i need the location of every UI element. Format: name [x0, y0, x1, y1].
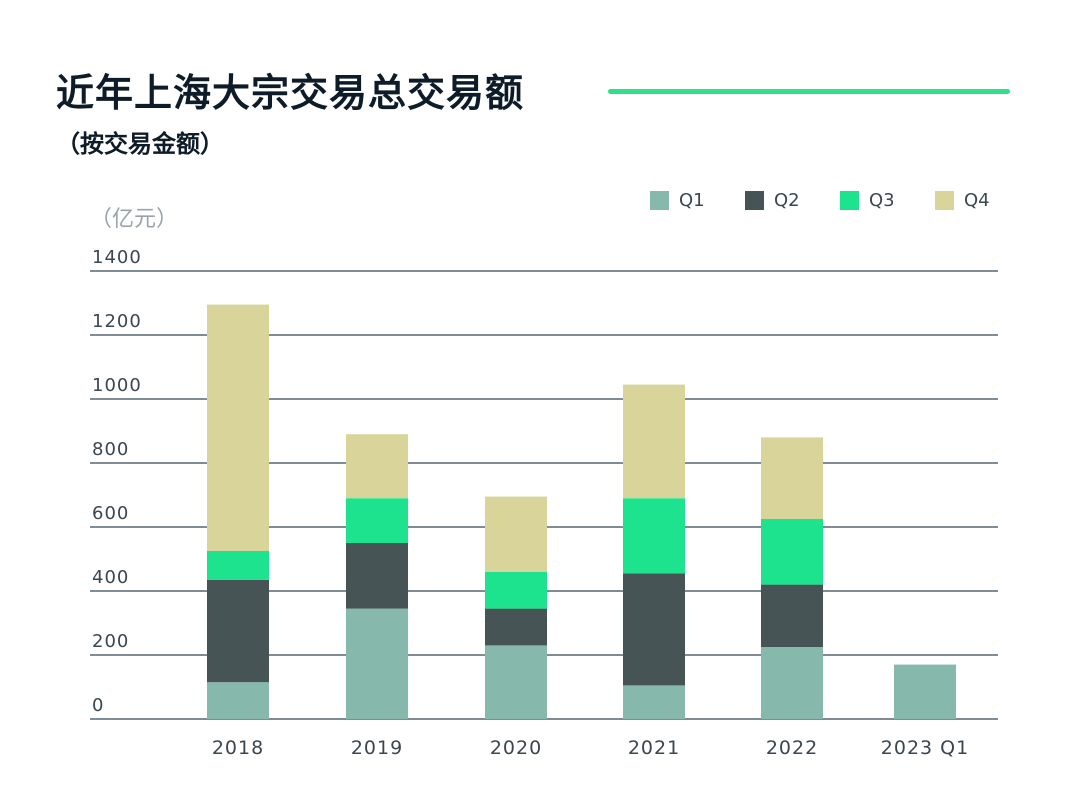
bar-2022-q3: [761, 519, 823, 585]
bar-2020-q2: [485, 608, 547, 646]
y-tick-label-0: 0: [92, 695, 104, 716]
bar-2022-q2: [761, 584, 823, 647]
chart-title: 近年上海大宗交易总交易额: [56, 71, 525, 115]
legend-item-q1: Q1: [650, 190, 745, 211]
bar-2019-q1: [346, 608, 408, 719]
bar-2018-q4: [207, 304, 269, 551]
bar-2023-q1-q1: [894, 664, 956, 719]
y-tick-label-800: 800: [92, 439, 129, 460]
bar-2021-q2: [623, 573, 685, 686]
bar-2018-q2: [207, 579, 269, 683]
y-tick-label-200: 200: [92, 631, 129, 652]
bar-2022-q4: [761, 437, 823, 519]
bar-2021-q1: [623, 685, 685, 719]
legend-item-q2: Q2: [745, 190, 840, 211]
legend-item-q4: Q4: [935, 190, 1030, 211]
x-tick-label-2020: 2020: [490, 737, 542, 759]
title-accent-line: [608, 89, 1010, 94]
x-tick-label-2023-q1: 2023 Q1: [881, 737, 969, 759]
bar-2018-q3: [207, 551, 269, 580]
x-tick-label-2019: 2019: [351, 737, 403, 759]
x-tick-label-2018: 2018: [212, 737, 264, 759]
y-tick-label-1200: 1200: [92, 311, 142, 332]
legend-swatch-q3: [840, 191, 859, 210]
legend-item-q3: Q3: [840, 190, 935, 211]
bar-2019-q3: [346, 498, 408, 543]
legend-label-q3: Q3: [869, 190, 895, 211]
bar-2020-q1: [485, 645, 547, 719]
bar-2019-q2: [346, 543, 408, 609]
chart-subtitle: （按交易金额）: [56, 130, 224, 158]
legend-swatch-q1: [650, 191, 669, 210]
bar-2018-q1: [207, 682, 269, 719]
bar-2021-q3: [623, 498, 685, 574]
x-tick-label-2022: 2022: [766, 737, 818, 759]
bar-2020-q3: [485, 571, 547, 609]
bar-2020-q4: [485, 496, 547, 572]
bar-2022-q1: [761, 647, 823, 719]
legend-label-q2: Q2: [774, 190, 800, 211]
y-tick-label-1400: 1400: [92, 247, 142, 268]
chart-legend: Q1 Q2 Q3 Q4: [650, 190, 1030, 211]
legend-label-q4: Q4: [964, 190, 990, 211]
bar-2019-q4: [346, 434, 408, 499]
y-tick-label-1000: 1000: [92, 375, 142, 396]
y-tick-label-600: 600: [92, 503, 129, 524]
bar-2021-q4: [623, 384, 685, 499]
y-unit-label: （亿元）: [90, 207, 178, 232]
legend-swatch-q4: [935, 191, 954, 210]
legend-label-q1: Q1: [679, 190, 705, 211]
x-tick-label-2021: 2021: [628, 737, 680, 759]
y-tick-label-400: 400: [92, 567, 129, 588]
legend-swatch-q2: [745, 191, 764, 210]
